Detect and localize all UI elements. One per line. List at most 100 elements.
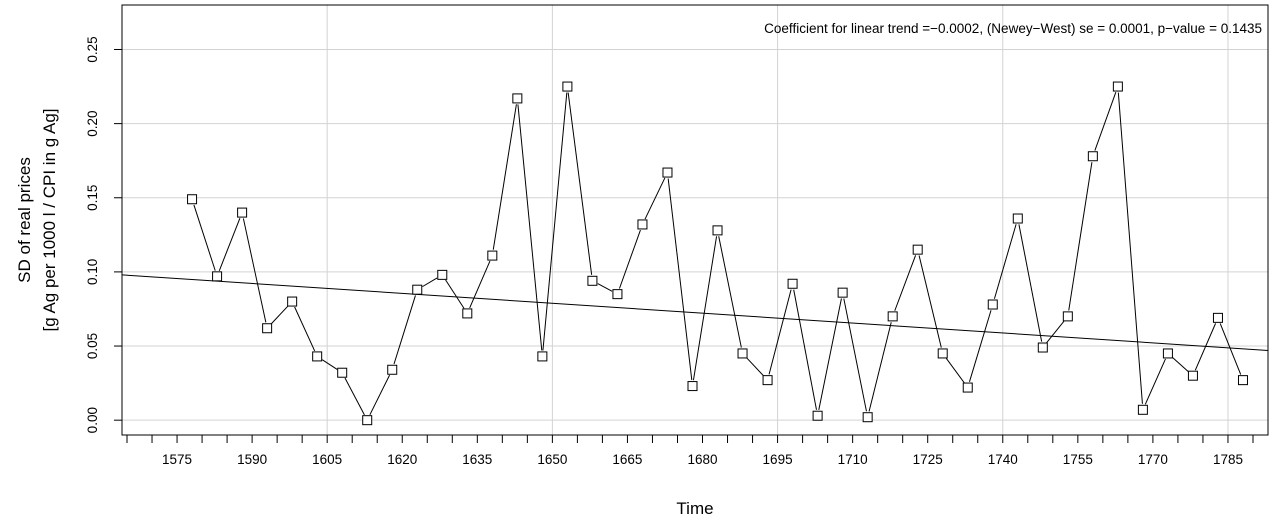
data-point (612, 289, 623, 300)
series-line-segment (1144, 358, 1166, 405)
data-point (1112, 81, 1123, 92)
x-tick-label: 1635 (462, 452, 492, 467)
data-point (212, 271, 223, 282)
data-point (762, 375, 773, 386)
data-point (862, 412, 873, 423)
data-point (337, 367, 348, 378)
data-point (412, 284, 423, 295)
data-point (837, 287, 848, 298)
x-tick-label: 1755 (1063, 452, 1093, 467)
y-axis-title-line2: [g Ag per 1000 l / CPI in g Ag] (40, 108, 59, 331)
series-line-segment (894, 255, 917, 311)
x-tick-label: 1740 (988, 452, 1018, 467)
data-point (712, 225, 723, 236)
series-line-segment (393, 295, 416, 365)
trend-line (121, 274, 1269, 351)
series-line-segment (369, 374, 391, 416)
x-tick-label: 1695 (763, 452, 793, 467)
annotation-text: Coefficient for linear trend =−0.0002, (… (764, 21, 1262, 36)
series-line-segment (344, 377, 365, 416)
x-tick-label: 1575 (162, 452, 192, 467)
series-line-segment (618, 229, 641, 289)
y-axis-title-line1: SD of real prices (15, 157, 34, 283)
series-line-segment (644, 177, 666, 220)
data-point (1137, 404, 1148, 415)
x-tick-label: 1770 (1138, 452, 1168, 467)
grid-lines (122, 5, 1268, 435)
series-line-segment (445, 279, 465, 309)
data-point (587, 275, 598, 286)
plot-frame (121, 4, 1269, 436)
series-line-segment (818, 298, 842, 410)
x-tick-label: 1650 (537, 452, 567, 467)
y-tick-label: 0.05 (85, 333, 100, 359)
data-point (1187, 370, 1198, 381)
series-line-segment (517, 104, 543, 351)
data-point (1237, 375, 1248, 386)
data-point (937, 348, 948, 359)
series-line-segment (1068, 162, 1093, 311)
series-line-segment (193, 204, 216, 271)
y-tick-label: 0.10 (85, 259, 100, 285)
x-tick-label: 1620 (387, 452, 417, 467)
axes: 1575 1590 1605 1620 1635 1650 1665 1680 1695 1710… (85, 36, 1254, 467)
data-point (437, 269, 448, 280)
data-point (312, 351, 323, 362)
x-tick-label: 1590 (237, 452, 267, 467)
series-line-segment (746, 357, 764, 377)
data-point (1162, 348, 1173, 359)
data-point (812, 410, 823, 421)
x-axis-title: Time (676, 499, 713, 518)
y-tick-label: 0.15 (85, 185, 100, 211)
series-line-segment (492, 104, 517, 250)
series-line-segment (793, 289, 817, 410)
series-line-segment (968, 310, 992, 382)
y-tick-label: 0.00 (85, 407, 100, 433)
series-line-segment (1094, 92, 1117, 151)
series-line-segment (945, 357, 965, 384)
series-group (187, 81, 1248, 426)
series-line-segment (1172, 357, 1189, 373)
series-line-segment (1046, 320, 1065, 344)
data-point (562, 81, 573, 92)
series-line-segment (567, 92, 593, 275)
data-point (537, 351, 548, 362)
data-point (262, 323, 273, 334)
x-tick-label: 1785 (1213, 452, 1243, 467)
data-point (1012, 213, 1023, 224)
series-line-segment (667, 178, 693, 381)
series-line-segment (718, 236, 742, 348)
data-point (987, 299, 998, 310)
series-line-segment (422, 277, 438, 288)
series-line-segment (918, 255, 942, 348)
data-point (237, 207, 248, 218)
data-point (737, 348, 748, 359)
series-line-segment (469, 260, 491, 309)
data-point (187, 194, 198, 205)
data-point (962, 382, 973, 393)
series-line-segment (993, 224, 1017, 299)
data-point (362, 415, 373, 426)
data-point (1037, 342, 1048, 353)
series-line-segment (692, 236, 718, 381)
series-line-segment (1018, 224, 1043, 342)
x-tick-label: 1710 (838, 452, 868, 467)
data-point (637, 219, 648, 230)
x-tick-label: 1665 (612, 452, 642, 467)
series-line-segment (1194, 323, 1217, 371)
data-point (662, 167, 673, 178)
y-tick-label: 0.25 (85, 36, 100, 62)
y-tick-label: 0.20 (85, 110, 100, 136)
data-point (487, 250, 498, 261)
series-line-segment (542, 92, 568, 351)
series-line-segment (270, 305, 289, 325)
data-point (687, 381, 698, 392)
series-line-segment (597, 283, 613, 292)
series-line-segment (242, 218, 267, 323)
data-point (1062, 311, 1073, 322)
series-line-segment (843, 298, 867, 412)
series-line-segment (321, 359, 338, 370)
x-tick-label: 1680 (687, 452, 717, 467)
data-point (912, 244, 923, 255)
series-line-segment (1117, 92, 1143, 404)
